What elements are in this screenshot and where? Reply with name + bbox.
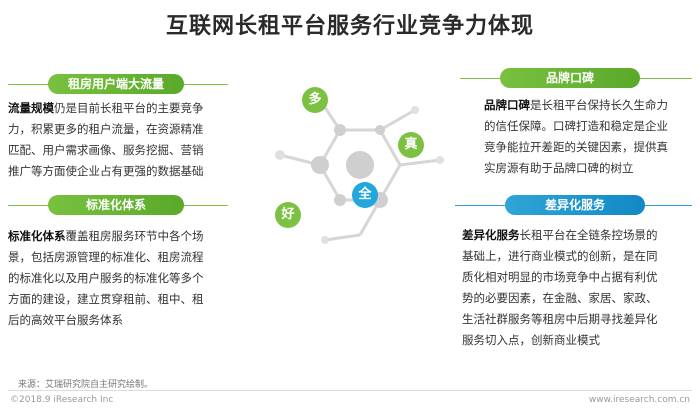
bold-term: 流量规模 — [8, 101, 54, 115]
text-line: 长租平台在全链条控场景的 — [519, 228, 658, 242]
pill-user-traffic: 租房用户端大流量 — [48, 74, 184, 94]
text-line: 力，积累更多的租户流量，在资源精准 — [8, 122, 204, 136]
text-line: 景，包括房源管理的标准化、租房流程 — [8, 250, 204, 264]
bold-term: 品牌口碑 — [484, 98, 530, 112]
paragraph-brand: 品牌口碑是长租平台保持长久生命力 的信任保障。口碑打造和稳定是企业 竞争能拉开差… — [484, 95, 694, 179]
text-line: 推广等方面使企业占有更强的数据基础 — [8, 164, 204, 178]
bubble-hao: 好 — [275, 202, 301, 228]
bubble-zhen: 真 — [398, 132, 424, 158]
text-line: 势的必要因素，在金融、家居、家政、 — [462, 291, 658, 305]
text-line: 实房源有助于品牌口碑的树立 — [484, 161, 634, 175]
molecule-graphic — [275, 99, 444, 244]
paragraph-traffic: 流量规模仍是目前长租平台的主要竞争 力，积累更多的租户流量，在资源精准 匹配、用… — [8, 98, 252, 182]
text-line: 的信任保障。口碑打造和稳定是企业 — [484, 119, 668, 133]
text-line: 方面的建设，建立贯穿租前、租中、租 — [8, 292, 204, 306]
pill-differentiation: 差异化服务 — [505, 195, 645, 215]
text-line: 服务切入点，创新商业模式 — [462, 333, 600, 347]
text-line: 的标准化以及用户服务的标准化等多个 — [8, 271, 204, 285]
paragraph-differentiation: 差异化服务长租平台在全链条控场景的 基础上，进行商业模式的创新，是在同 质化相对… — [462, 225, 696, 351]
paragraph-standardization: 标准化体系覆盖租房服务环节中各个场 景，包括房源管理的标准化、租房流程 的标准化… — [8, 226, 252, 331]
source-note: 来源：艾瑞研究院自主研究绘制。 — [18, 380, 154, 390]
text-line: 是长租平台保持长久生命力 — [530, 98, 668, 112]
bold-term: 标准化体系 — [8, 229, 66, 243]
site-url: www.iresearch.com.cn — [588, 395, 690, 405]
bold-term: 差异化服务 — [462, 228, 520, 242]
text-line: 生活社群服务等租房中后期寻找差异化 — [462, 312, 658, 326]
text-line: 覆盖租房服务环节中各个场 — [65, 229, 204, 243]
pill-standardization: 标准化体系 — [48, 195, 184, 215]
text-line: 仍是目前长租平台的主要竞争 — [54, 101, 204, 115]
text-line: 质化相对明显的市场竞争中占据有利优 — [462, 270, 658, 284]
bubble-duo: 多 — [302, 87, 328, 113]
bubble-quan: 全 — [352, 182, 378, 208]
pill-brand: 品牌口碑 — [500, 68, 640, 88]
page-title: 互联网长租平台服务行业竞争力体现 — [165, 14, 534, 39]
text-line: 后的高效平台服务体系 — [8, 313, 123, 327]
molecule-nodes — [275, 106, 444, 244]
footer-divider — [8, 390, 692, 391]
text-line: 匹配、用户需求画像、服务挖掘、营销 — [8, 143, 204, 157]
text-line: 基础上，进行商业模式的创新，是在同 — [462, 249, 658, 263]
copyright: ©2018.9 iResearch Inc — [10, 395, 114, 405]
text-line: 竞争能拉开差距的关键因素，提供真 — [484, 140, 668, 154]
